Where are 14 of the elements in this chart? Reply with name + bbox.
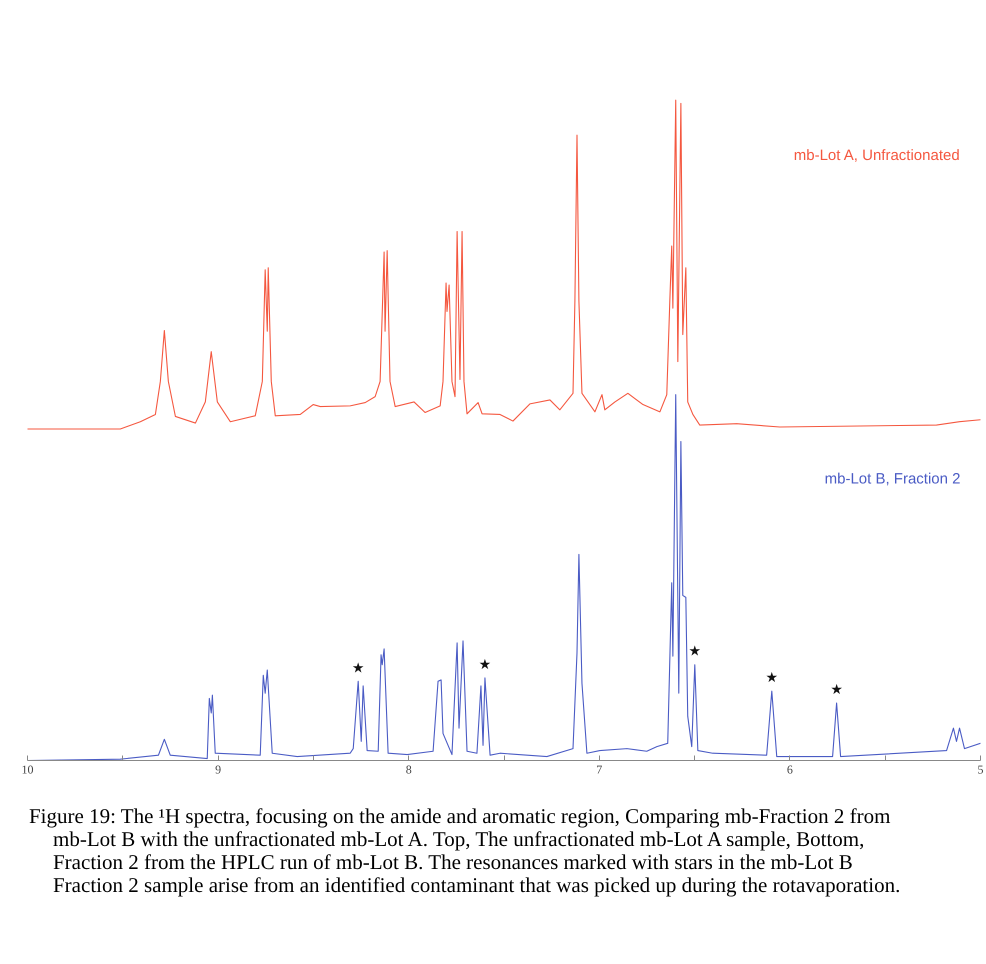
text: mb-Lot B, Fraction 2 — [824, 470, 961, 488]
annotation: ★ — [830, 682, 843, 698]
caption: Figure 19: The ¹H spectra, focusing on the amide and aromatic region, Comparing mb-Fraction 2 from mb-Lot B with the unfractionated mb-Lot A. Top, The unfractionated mb-Lot A sample, Bottom, Fraction 2 from the HPLC run of mb-Lot B. The resonances marked with stars in the mb-Lot B Fraction 2 sample arise from an identified contaminant that was picked up during the rotavaporation. — [28, 804, 902, 898]
annotation: ★ — [352, 660, 364, 676]
x-tick-label: 9 — [215, 762, 222, 776]
x-tick-label: 10 — [22, 762, 34, 776]
x-tick-label: 5 — [978, 762, 984, 776]
annotation: ★ — [688, 644, 702, 660]
text: mb-Lot A, Unfractionated — [794, 147, 960, 164]
x-tick-label: 7 — [596, 762, 602, 776]
annotation: ★ — [478, 656, 492, 673]
x-tick-label: 6 — [786, 762, 793, 776]
annotation: ★ — [766, 670, 778, 686]
x-tick-label: 8 — [406, 762, 412, 776]
